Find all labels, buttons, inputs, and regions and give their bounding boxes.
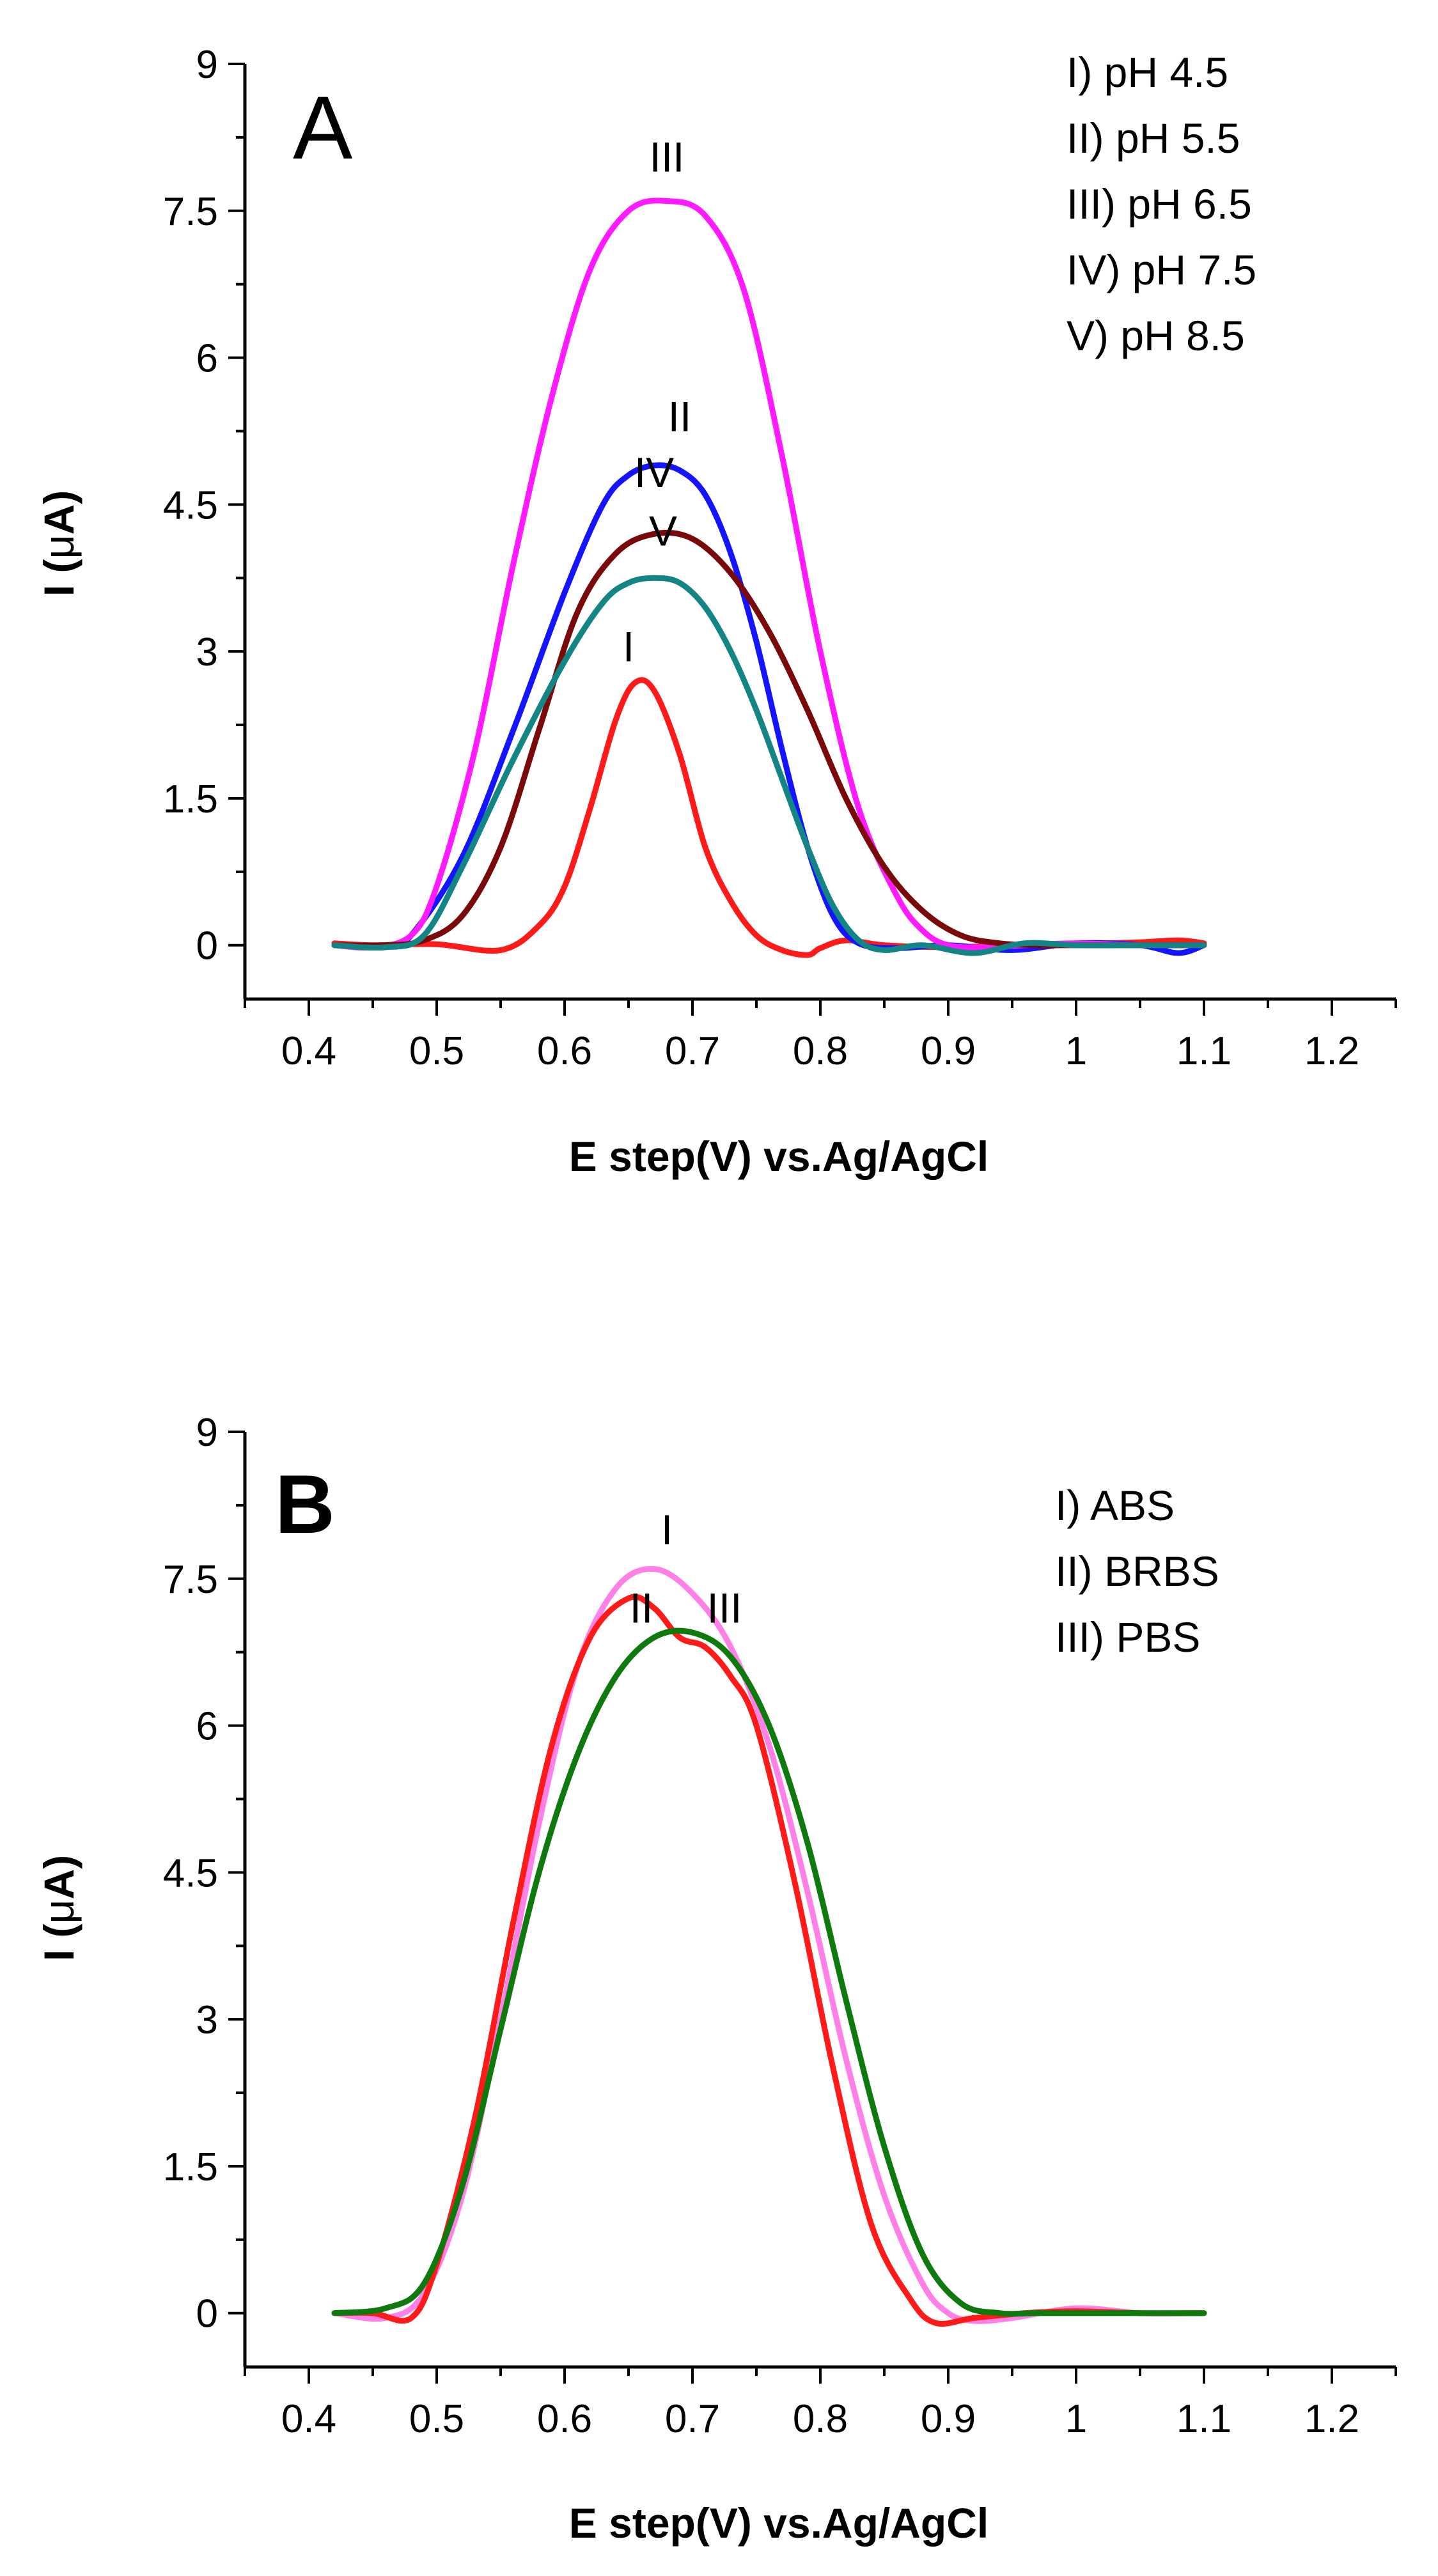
- panel-a-letter: A: [293, 77, 353, 178]
- panel-b-series-ii-line: [331, 1594, 1207, 2327]
- panel-a-x-tick-label: 0.9: [921, 1029, 976, 1073]
- panel-b-series-iii-line: [331, 1627, 1207, 2317]
- panel-a-y-tick-label: 1.5: [163, 777, 218, 821]
- panel-b-x-tick-label: 0.7: [665, 2397, 720, 2441]
- panel-b-x-ticks: 0.4 0.5 0.6 0.7 0.8 0.9 1 1.1 1.2: [244, 2367, 1397, 2441]
- panel-b-y-tick-label: 6: [196, 1705, 218, 1749]
- panel-b-y-tick-label: 9: [196, 1411, 218, 1455]
- panel-b-series-iii-label: III: [707, 1585, 742, 1632]
- panel-b-curves: [331, 1565, 1207, 2327]
- panel-b-y-tick-label: 1.5: [163, 2145, 218, 2189]
- panel-a-y-ticks: 0 1.5 3 4.5 6 7.5 9: [163, 43, 245, 968]
- panel-b-legend-entry: I) ABS: [1055, 1482, 1175, 1529]
- panel-b-x-tick-label: 0.8: [793, 2397, 848, 2441]
- panel-b-letter: B: [275, 1457, 335, 1551]
- panel-a-series-iii-label: III: [649, 134, 684, 181]
- panel-a-x-tick-label: 1.2: [1304, 1029, 1359, 1073]
- panel-b: 0.4 0.5 0.6 0.7 0.8 0.9 1 1.1 1.2 01.534.567.59 …: [35, 1411, 1397, 2547]
- panel-a-series-iii-line: [331, 198, 1207, 950]
- panel-b-y-ticks: 0 1.5 3 4.5 6 7.5 9: [163, 1411, 245, 2336]
- panel-a-series-v-label: V: [649, 508, 677, 555]
- panel-a-x-axis-title: E step(V) vs.Ag/AgCl: [569, 1133, 989, 1180]
- panel-b-x-tick-label: 0.4: [281, 2397, 336, 2441]
- panel-a-y-tick-label: 7.5: [163, 190, 218, 234]
- panel-a-y-tick-label: 3: [196, 630, 218, 674]
- panel-b-x-tick-label: 0.9: [921, 2397, 976, 2441]
- panel-a: 0.4 0.5 0.6 0.7 0.8 0.9 1 1.1 1.2 01.534.567.59 …: [35, 43, 1397, 1180]
- panel-b-x-tick-label: 1.2: [1304, 2397, 1359, 2441]
- panel-a-y-axis-title-prefix: I (: [35, 559, 82, 596]
- panel-a-series-iv-line: [331, 529, 1207, 949]
- panel-a-x-tick-label: 1: [1065, 1029, 1087, 1073]
- panel-a-y-tick-label: 0: [196, 924, 218, 968]
- panel-a-legend-entry: IV) pH 7.5: [1067, 246, 1256, 293]
- panel-a-y-tick-label: 4.5: [163, 483, 218, 527]
- panel-b-series-ii-label: II: [630, 1585, 653, 1632]
- panel-b-series-labels: III III: [630, 1506, 742, 1632]
- panel-b-x-tick-label: 1.1: [1176, 2397, 1231, 2441]
- panel-b-x-tick-label: 0.6: [537, 2397, 592, 2441]
- panel-a-x-ticks: 0.4 0.5 0.6 0.7 0.8 0.9 1 1.1 1.2: [244, 999, 1397, 1073]
- panel-a-y-axis-title-suffix: A): [35, 490, 82, 535]
- panel-a-series-ii-label: II: [668, 392, 692, 440]
- panel-a-legend: I) pH 4.5 II) pH 5.5 III) pH 6.5 IV) pH …: [1067, 49, 1256, 359]
- panel-a-legend-entry: I) pH 4.5: [1067, 49, 1228, 96]
- panel-b-legend-entry: III) PBS: [1055, 1613, 1200, 1661]
- panel-b-x-tick-label: 1: [1065, 2397, 1087, 2441]
- panel-a-y-axis-title-greek: μ: [35, 534, 82, 559]
- panel-b-y-axis-title-suffix: A): [35, 1855, 82, 1900]
- panel-b-series-i-line: [331, 1565, 1207, 2324]
- panel-b-y-axis-title-greek: μ: [35, 1899, 82, 1923]
- panel-b-y-axis-title-prefix: I (: [35, 1923, 82, 1961]
- panel-b-y-tick-label: 4.5: [163, 1851, 218, 1895]
- panel-b-series-i-label: I: [661, 1506, 673, 1553]
- panel-b-legend: I) ABS II) BRBS III) PBS: [1055, 1482, 1219, 1661]
- panel-a-legend-entry: V) pH 8.5: [1067, 312, 1245, 359]
- panel-a-x-tick-label: 0.6: [537, 1029, 592, 1073]
- panel-a-y-tick-label: 9: [196, 43, 218, 87]
- panel-a-curves: [331, 198, 1207, 958]
- panel-a-series-v-line: [331, 575, 1207, 956]
- panel-a-x-tick-label: 0.5: [409, 1029, 464, 1073]
- panel-b-y-tick-label: 7.5: [163, 1558, 218, 1602]
- panel-a-x-tick-label: 0.8: [793, 1029, 848, 1073]
- panel-a-series-i-label: I: [623, 623, 634, 670]
- panel-b-legend-entry: II) BRBS: [1055, 1548, 1219, 1595]
- panel-a-x-tick-label: 0.4: [281, 1029, 336, 1073]
- panel-a-series-ii-line: [331, 462, 1207, 956]
- panel-a-x-tick-label: 1.1: [1176, 1029, 1231, 1073]
- panel-a-y-axis-title: I (μA): [35, 490, 82, 596]
- panel-b-x-axis-title: E step(V) vs.Ag/AgCl: [569, 2499, 989, 2547]
- panel-b-y-axis-title: I (μA): [35, 1855, 82, 1961]
- panel-a-series-iv-label: IV: [634, 449, 674, 496]
- panel-b-y-tick-label: 0: [196, 2292, 218, 2336]
- panel-b-y-tick-label: 3: [196, 1998, 218, 2042]
- panel-a-y-tick-label: 6: [196, 337, 218, 381]
- panel-a-legend-entry: III) pH 6.5: [1067, 180, 1252, 228]
- panel-a-x-tick-label: 0.7: [665, 1029, 720, 1073]
- panel-b-x-tick-label: 0.5: [409, 2397, 464, 2441]
- panel-a-legend-entry: II) pH 5.5: [1067, 114, 1240, 162]
